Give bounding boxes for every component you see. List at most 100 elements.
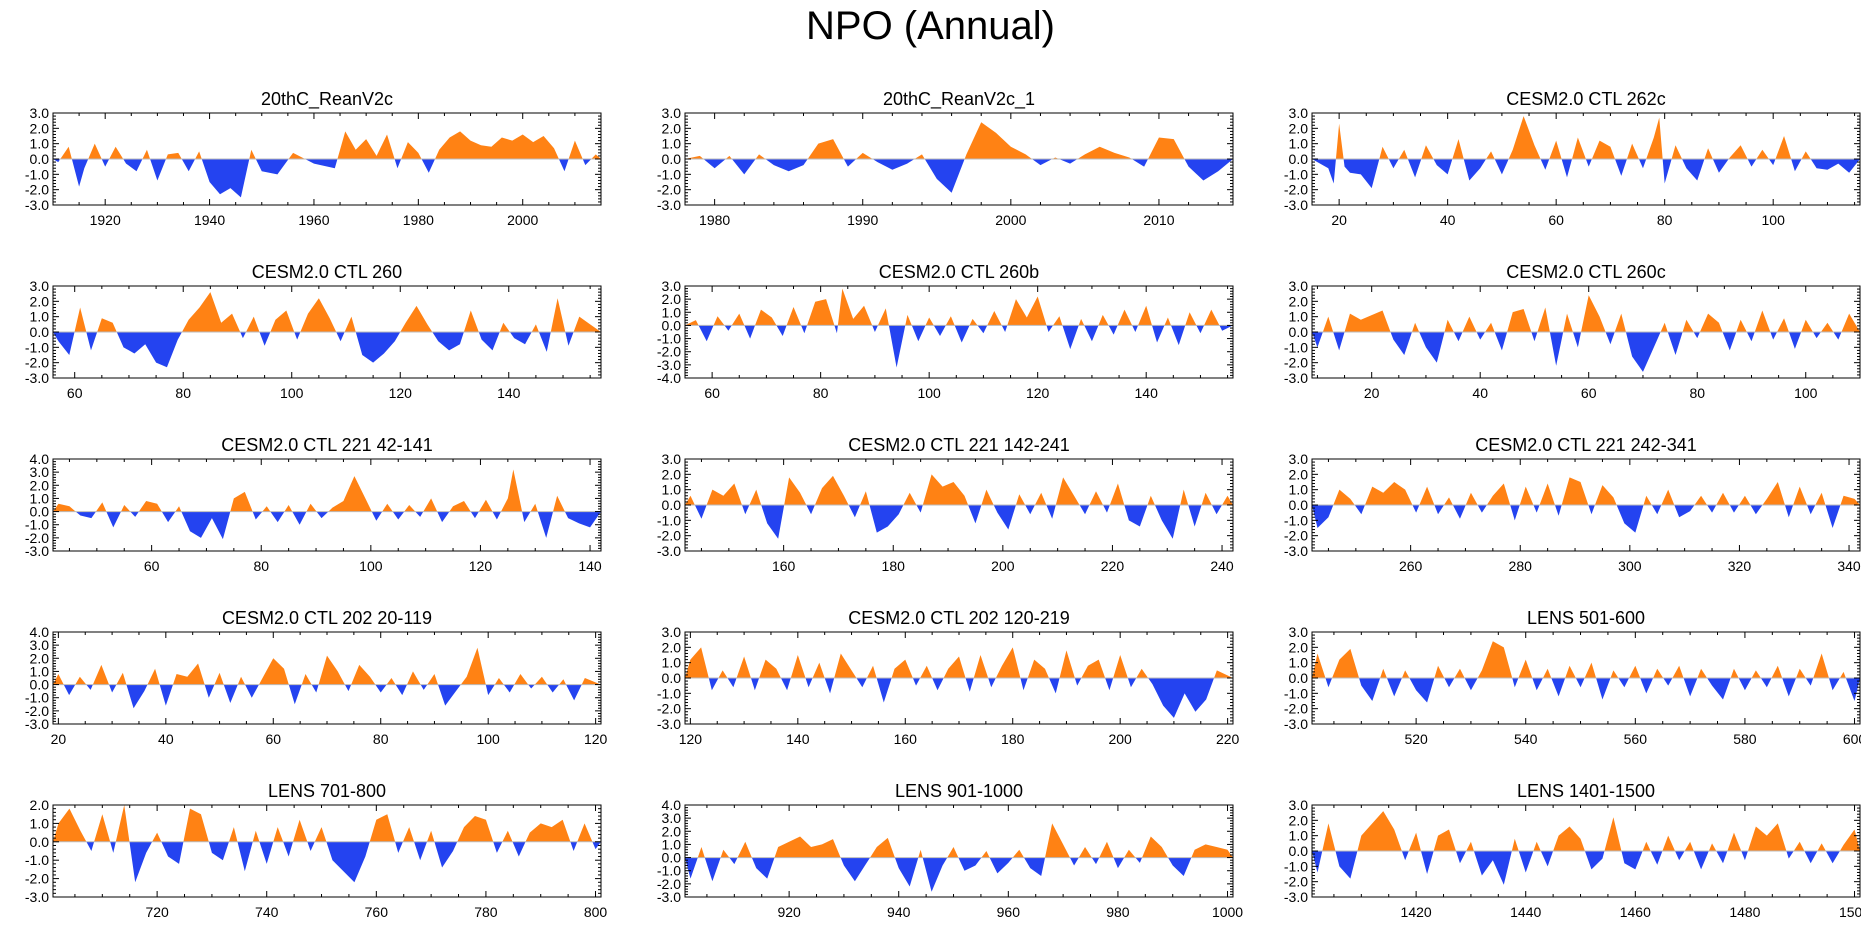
y-tick-label: 0.0 <box>30 151 50 167</box>
y-tick-label: -3.0 <box>1284 370 1308 386</box>
y-tick-label: 0.0 <box>30 677 50 693</box>
y-tick-label: -2.0 <box>25 182 49 198</box>
y-tick-label: 1.0 <box>1289 136 1309 152</box>
y-tick-label: 0.0 <box>1289 670 1309 686</box>
x-tick-label: 2010 <box>1143 212 1174 228</box>
y-tick-label: 0.0 <box>30 324 50 340</box>
x-tick-label: 1000 <box>1212 904 1243 920</box>
y-tick-label: 3.0 <box>30 278 50 294</box>
y-tick-label: -2.0 <box>657 876 681 892</box>
y-tick-label: -1.0 <box>657 166 681 182</box>
y-tick-label: -1.0 <box>25 517 49 533</box>
chart-panel: CESM2.0 CTL 260c 3.02.01.00.0-1.0-2.0-3.0… <box>1284 262 1861 401</box>
x-tick-label: 60 <box>1548 212 1564 228</box>
x-tick-label: 720 <box>145 904 169 920</box>
x-tick-label: 100 <box>1762 212 1786 228</box>
y-tick-label: 0.0 <box>1289 324 1309 340</box>
panel-title: CESM2.0 CTL 202 120-219 <box>848 608 1069 628</box>
positive-area <box>53 292 601 332</box>
x-tick-label: 340 <box>1837 558 1861 574</box>
y-tick-label: -3.0 <box>657 889 681 905</box>
y-tick-label: 2.0 <box>30 477 50 493</box>
y-tick-label: 0.0 <box>662 670 682 686</box>
negative-area <box>685 678 1233 718</box>
y-tick-label: 1.0 <box>30 490 50 506</box>
x-tick-label: 40 <box>1440 212 1456 228</box>
x-tick-label: 1500 <box>1839 904 1861 920</box>
y-tick-label: -3.0 <box>657 716 681 732</box>
x-tick-label: 200 <box>1108 731 1132 747</box>
x-tick-label: 60 <box>1581 385 1597 401</box>
y-tick-label: 2.0 <box>30 293 50 309</box>
y-tick-label: 4.0 <box>30 451 50 467</box>
negative-area <box>1312 678 1860 703</box>
positive-area <box>1312 811 1860 851</box>
panel-title: LENS 701-800 <box>268 781 386 801</box>
x-tick-label: 280 <box>1509 558 1533 574</box>
positive-area <box>1312 477 1860 505</box>
y-tick-label: 2.0 <box>1289 812 1309 828</box>
y-tick-label: -1.0 <box>1284 166 1308 182</box>
x-tick-label: 200 <box>991 558 1015 574</box>
y-tick-label: 0.0 <box>1289 497 1309 513</box>
y-tick-label: -2.0 <box>1284 701 1308 717</box>
y-tick-label: 1.0 <box>662 304 682 320</box>
y-tick-label: 2.0 <box>662 120 682 136</box>
y-tick-label: -3.0 <box>1284 716 1308 732</box>
negative-area <box>53 684 601 709</box>
y-tick-label: -3.0 <box>657 543 681 559</box>
y-tick-label: -2.0 <box>1284 528 1308 544</box>
y-tick-label: 2.0 <box>1289 293 1309 309</box>
x-tick-label: 1980 <box>699 212 730 228</box>
y-tick-label: 3.0 <box>1289 105 1309 121</box>
y-tick-label: -2.0 <box>25 530 49 546</box>
y-tick-label: -2.0 <box>25 871 49 887</box>
chart-panel: LENS 701-800 2.0 1.0 0.0 -1.0 -2.0 -3.0 720 740 7… <box>25 781 608 920</box>
y-tick-label: 4.0 <box>662 797 682 813</box>
negative-area <box>1312 332 1860 372</box>
y-tick-label: -1.0 <box>25 339 49 355</box>
y-tick-label: 1.0 <box>662 136 682 152</box>
positive-area <box>685 647 1233 678</box>
x-tick-label: 20 <box>1331 212 1347 228</box>
y-tick-label: -1.0 <box>657 685 681 701</box>
panel-title: 20thC_ReanV2c <box>261 89 393 110</box>
x-tick-label: 2000 <box>995 212 1026 228</box>
x-tick-label: 120 <box>389 385 413 401</box>
y-tick-label: 2.0 <box>30 120 50 136</box>
x-tick-label: 740 <box>255 904 279 920</box>
y-tick-label: 1.0 <box>1289 309 1309 325</box>
y-tick-label: 2.0 <box>662 466 682 482</box>
negative-area <box>685 159 1233 193</box>
x-tick-label: 1420 <box>1401 904 1432 920</box>
x-tick-label: 300 <box>1618 558 1642 574</box>
x-tick-label: 920 <box>777 904 801 920</box>
y-tick-label: -3.0 <box>657 357 681 373</box>
negative-area <box>53 511 601 540</box>
y-tick-label: 2.0 <box>1289 466 1309 482</box>
x-tick-label: 40 <box>1472 385 1488 401</box>
y-tick-label: -3.0 <box>1284 889 1308 905</box>
x-tick-label: 1920 <box>90 212 121 228</box>
figure-title: NPO (Annual) <box>806 4 1055 48</box>
y-tick-label: 3.0 <box>1289 451 1309 467</box>
y-tick-label: 0.0 <box>1289 151 1309 167</box>
x-tick-label: 2000 <box>507 212 538 228</box>
x-tick-label: 80 <box>813 385 829 401</box>
x-tick-label: 940 <box>887 904 911 920</box>
y-tick-label: -2.0 <box>657 182 681 198</box>
positive-area <box>685 288 1233 326</box>
x-tick-label: 160 <box>772 558 796 574</box>
x-tick-label: 40 <box>158 731 174 747</box>
negative-area <box>1312 159 1860 189</box>
y-tick-label: -1.0 <box>1284 339 1308 355</box>
x-tick-label: 980 <box>1106 904 1130 920</box>
x-tick-label: 1480 <box>1729 904 1760 920</box>
y-tick-label: -1.0 <box>25 852 49 868</box>
x-tick-label: 100 <box>917 385 941 401</box>
x-tick-label: 800 <box>584 904 608 920</box>
y-tick-label: 4.0 <box>30 624 50 640</box>
y-tick-label: 3.0 <box>662 278 682 294</box>
y-tick-label: -3.0 <box>657 197 681 213</box>
y-tick-label: 2.0 <box>30 650 50 666</box>
